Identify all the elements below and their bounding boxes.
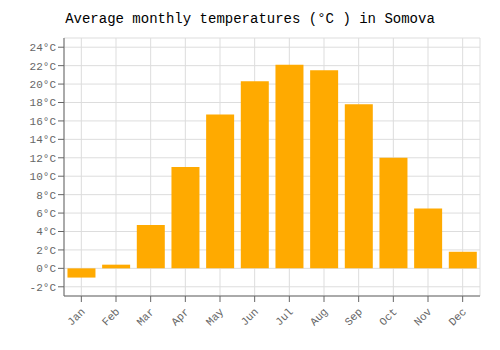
svg-text:0°C: 0°C (36, 263, 56, 275)
svg-text:-2°C: -2°C (30, 282, 57, 294)
svg-text:Feb: Feb (100, 306, 122, 328)
svg-text:Oct: Oct (377, 306, 399, 328)
svg-text:14°C: 14°C (30, 134, 57, 146)
svg-text:24°C: 24°C (30, 42, 57, 54)
svg-text:Aug: Aug (308, 306, 330, 328)
svg-text:22°C: 22°C (30, 61, 57, 73)
svg-text:Jun: Jun (239, 306, 261, 328)
svg-text:Dec: Dec (447, 306, 469, 328)
svg-text:6°C: 6°C (36, 208, 56, 220)
svg-text:May: May (204, 306, 227, 329)
svg-text:2°C: 2°C (36, 245, 56, 257)
svg-text:Mar: Mar (135, 306, 157, 328)
svg-text:16°C: 16°C (30, 116, 57, 128)
svg-text:18°C: 18°C (30, 97, 57, 109)
html-text:Average monthly temperatures (: Average monthly temperatures (°C ) in So… (65, 11, 435, 27)
svg-text:Jul: Jul (273, 306, 295, 328)
svg-text:12°C: 12°C (30, 153, 57, 165)
svg-text:20°C: 20°C (30, 79, 57, 91)
svg-text:Nov: Nov (412, 306, 435, 329)
svg-text:Jan: Jan (65, 306, 87, 328)
svg-text:4°C: 4°C (36, 226, 56, 238)
svg-text:Apr: Apr (169, 306, 191, 328)
svg-text:8°C: 8°C (36, 190, 56, 202)
svg-text:10°C: 10°C (30, 171, 57, 183)
svg-text:Sep: Sep (343, 306, 365, 328)
